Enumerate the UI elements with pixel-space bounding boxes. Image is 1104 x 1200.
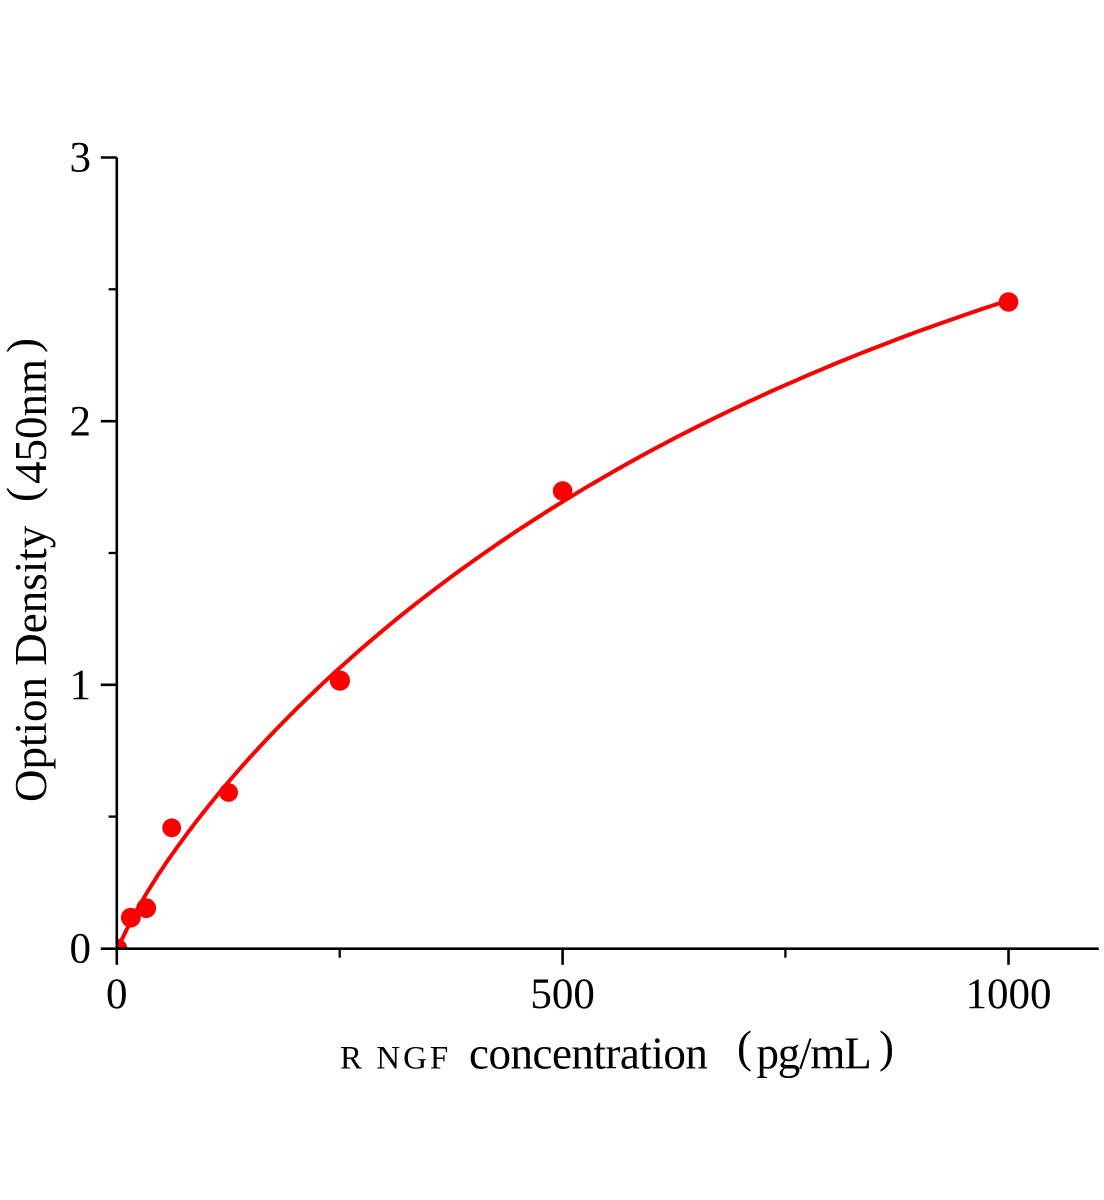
svg-text:450nm: 450nm	[6, 359, 56, 484]
svg-text:): )	[0, 338, 48, 353]
svg-text:0: 0	[70, 926, 92, 973]
svg-text:0: 0	[106, 971, 128, 1018]
svg-text:1000: 1000	[966, 971, 1052, 1018]
svg-text:Option Density: Option Density	[6, 525, 56, 802]
svg-text:pg/mL: pg/mL	[757, 1029, 871, 1079]
svg-text:concentration: concentration	[469, 1029, 707, 1079]
svg-text:2: 2	[70, 398, 92, 445]
svg-text:1: 1	[70, 662, 92, 709]
svg-text:(: (	[737, 1022, 752, 1072]
svg-text:(: (	[0, 487, 48, 502]
svg-text:): )	[879, 1022, 894, 1072]
svg-text:500: 500	[530, 971, 595, 1018]
svg-text:R NGF: R NGF	[340, 1041, 451, 1077]
svg-text:3: 3	[70, 135, 92, 182]
